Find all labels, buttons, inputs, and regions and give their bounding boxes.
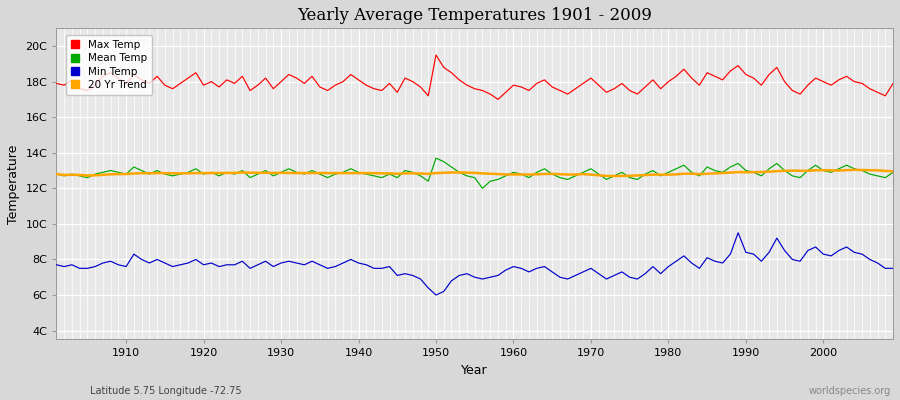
X-axis label: Year: Year — [462, 364, 488, 377]
Text: worldspecies.org: worldspecies.org — [809, 386, 891, 396]
Text: Latitude 5.75 Longitude -72.75: Latitude 5.75 Longitude -72.75 — [90, 386, 241, 396]
Title: Yearly Average Temperatures 1901 - 2009: Yearly Average Temperatures 1901 - 2009 — [297, 7, 652, 24]
Y-axis label: Temperature: Temperature — [7, 144, 20, 224]
Legend: Max Temp, Mean Temp, Min Temp, 20 Yr Trend: Max Temp, Mean Temp, Min Temp, 20 Yr Tre… — [66, 35, 152, 95]
